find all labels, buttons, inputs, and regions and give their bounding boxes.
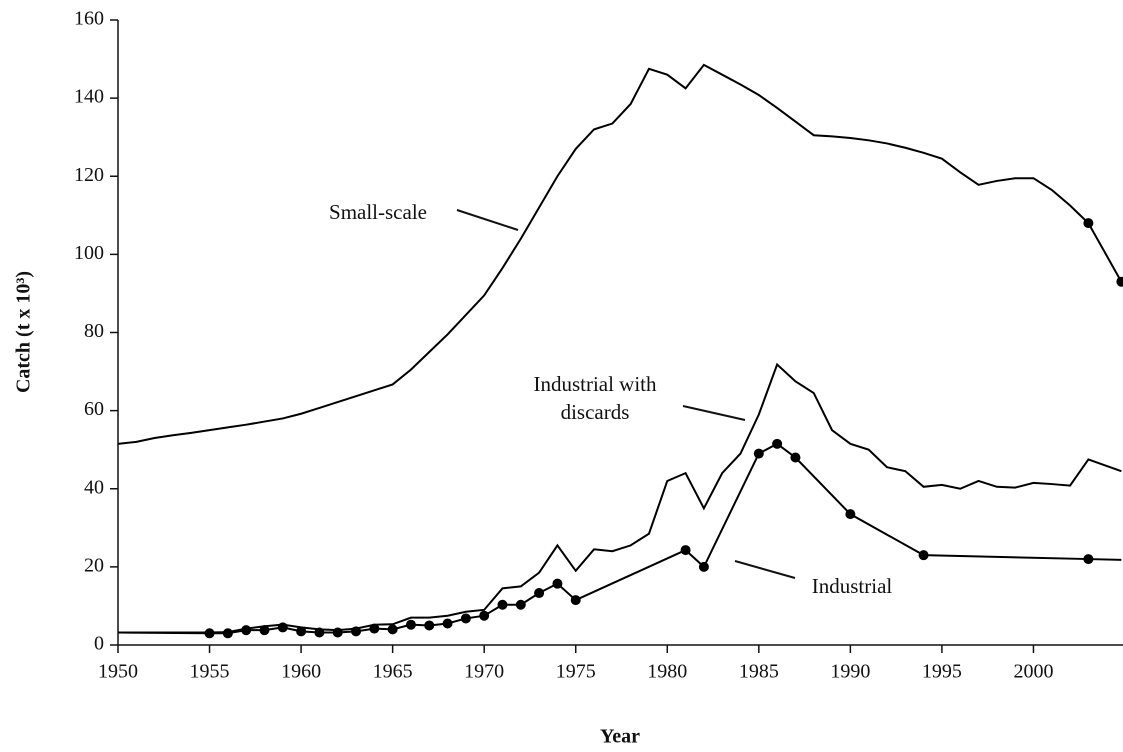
marker — [680, 545, 691, 556]
x-axis-label: Year — [600, 726, 640, 748]
marker — [314, 627, 325, 638]
series-line — [117, 442, 1122, 635]
x-tick-label: 1975 — [556, 661, 596, 683]
marker — [534, 588, 545, 599]
marker — [1083, 218, 1094, 229]
marker — [351, 626, 362, 637]
x-tick-label: 1990 — [830, 661, 870, 683]
marker — [772, 438, 783, 449]
marker — [497, 599, 508, 610]
marker — [790, 452, 801, 463]
x-tick-label: 1970 — [464, 661, 504, 683]
marker — [845, 509, 856, 520]
x-tick-label: 1960 — [281, 661, 321, 683]
marker — [1116, 276, 1123, 287]
marker — [405, 619, 416, 630]
marker — [277, 622, 288, 633]
y-tick-label: 100 — [74, 242, 104, 264]
y-tick-label: 120 — [74, 164, 104, 186]
marker — [753, 448, 764, 459]
marker — [296, 626, 307, 637]
series-label: Industrial with discards — [533, 372, 657, 424]
marker — [259, 625, 270, 636]
leader-line — [456, 209, 519, 231]
marker — [918, 550, 929, 561]
marker — [387, 624, 398, 635]
x-tick-label: 1965 — [373, 661, 413, 683]
series-label: Small-scale — [329, 200, 427, 224]
x-tick-label: 2000 — [1013, 661, 1053, 683]
marker — [570, 595, 581, 606]
marker — [479, 610, 490, 621]
y-tick-label: 40 — [84, 476, 104, 498]
y-tick-label: 80 — [84, 320, 104, 342]
series-line — [117, 63, 1123, 445]
marker — [241, 625, 252, 636]
marker — [424, 620, 435, 631]
y-axis-label: Catch (t x 10³) — [13, 271, 35, 393]
marker — [552, 578, 563, 589]
y-tick-label: 20 — [84, 554, 104, 576]
marker — [222, 628, 233, 639]
marker — [369, 623, 380, 634]
marker — [1083, 554, 1094, 565]
leader-line — [682, 405, 746, 421]
x-tick-label: 1950 — [98, 661, 138, 683]
x-tick-label: 1995 — [922, 661, 962, 683]
marker — [698, 561, 709, 572]
x-tick-label: 1980 — [647, 661, 687, 683]
series-label: Industrial — [811, 574, 893, 598]
marker — [460, 613, 471, 624]
marker — [515, 599, 526, 610]
y-tick-label: 0 — [94, 633, 104, 655]
marker — [204, 628, 215, 639]
x-tick-label: 1955 — [190, 661, 230, 683]
leader-line — [734, 560, 796, 579]
marker — [332, 627, 343, 638]
marker — [442, 618, 453, 629]
series-line — [118, 362, 1122, 634]
y-tick-label: 60 — [84, 398, 104, 420]
y-tick-label: 160 — [74, 8, 104, 30]
x-tick-label: 1985 — [739, 661, 779, 683]
y-tick-label: 140 — [74, 86, 104, 108]
